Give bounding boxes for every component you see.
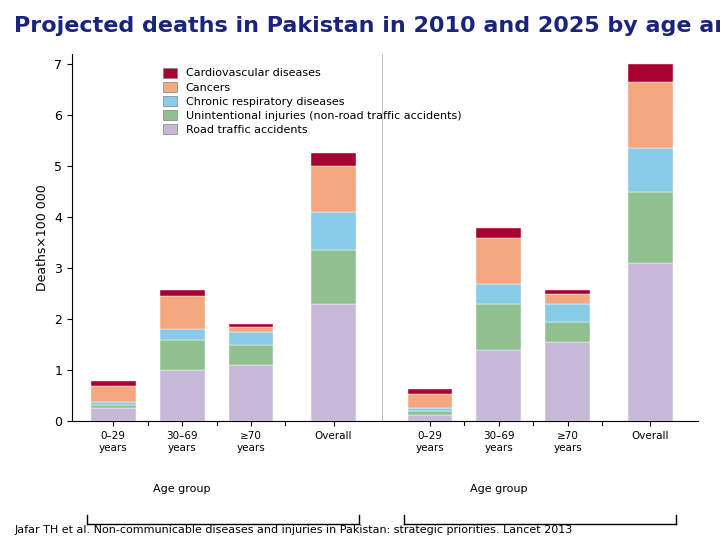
Bar <box>545 294 590 304</box>
Bar <box>228 365 274 421</box>
Bar <box>545 342 590 421</box>
Bar <box>228 325 274 327</box>
Bar <box>160 340 204 370</box>
Bar <box>545 304 590 322</box>
Text: Projected deaths in Pakistan in 2010 and 2025 by age and cause: Projected deaths in Pakistan in 2010 and… <box>14 16 720 36</box>
Bar <box>91 405 135 408</box>
Bar <box>160 296 204 329</box>
Bar <box>228 327 274 332</box>
Bar <box>91 402 135 405</box>
Y-axis label: Deaths×100 000: Deaths×100 000 <box>36 184 49 291</box>
Bar <box>311 166 356 212</box>
Bar <box>228 332 274 345</box>
Bar <box>311 251 356 304</box>
Bar <box>545 322 590 342</box>
Bar <box>408 408 452 411</box>
Bar <box>477 238 521 284</box>
Bar <box>408 411 452 415</box>
Bar <box>228 345 274 365</box>
Bar <box>91 381 135 386</box>
Bar <box>477 350 521 421</box>
Bar <box>160 370 204 421</box>
Bar <box>545 289 590 294</box>
Bar <box>160 290 204 296</box>
Text: Jafar TH et al. Non-communicable diseases and injuries in Pakistan: strategic pr: Jafar TH et al. Non-communicable disease… <box>14 524 572 535</box>
Bar <box>408 389 452 394</box>
Bar <box>628 192 672 263</box>
Text: Age group: Age group <box>153 484 211 494</box>
Bar <box>311 212 356 251</box>
Bar <box>477 228 521 238</box>
Bar <box>477 304 521 350</box>
Bar <box>311 153 356 166</box>
Legend: Cardiovascular diseases, Cancers, Chronic respiratory diseases, Unintentional in: Cardiovascular diseases, Cancers, Chroni… <box>159 63 466 139</box>
Bar <box>408 415 452 421</box>
Bar <box>408 394 452 408</box>
Bar <box>91 408 135 421</box>
Bar <box>477 284 521 304</box>
Bar <box>91 386 135 402</box>
Bar <box>628 82 672 148</box>
Bar <box>628 148 672 192</box>
Bar <box>628 263 672 421</box>
Bar <box>628 64 672 82</box>
Bar <box>160 329 204 340</box>
Bar <box>311 304 356 421</box>
Text: Age group: Age group <box>470 484 528 494</box>
